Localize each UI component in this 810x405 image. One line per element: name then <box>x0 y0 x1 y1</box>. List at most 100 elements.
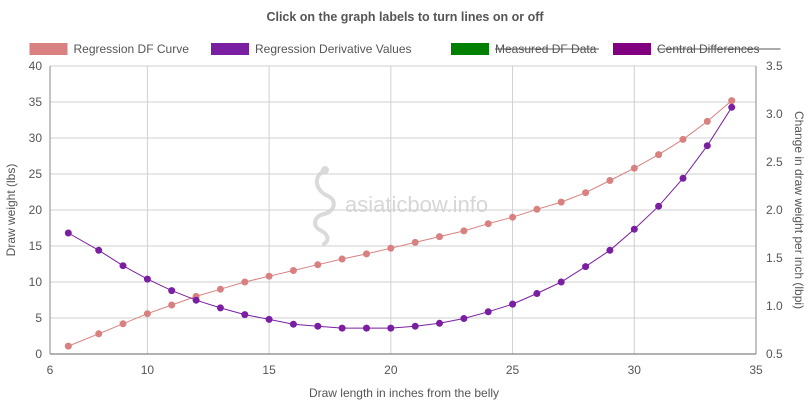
data-point <box>679 135 687 143</box>
data-point <box>655 202 663 210</box>
watermark-text: asiaticbow.info <box>345 192 488 217</box>
data-point <box>703 117 711 125</box>
data-point <box>119 262 127 270</box>
series-2 <box>64 103 736 332</box>
data-point <box>630 164 638 172</box>
data-point <box>143 275 151 283</box>
x-tick-label: 6 <box>47 363 54 377</box>
x-axis-label: Draw length in inches from the belly <box>309 386 499 400</box>
data-point <box>168 287 176 295</box>
watermark-logo-icon <box>313 170 336 246</box>
data-point <box>703 142 711 150</box>
y-tick-label: 30 <box>29 131 43 145</box>
data-point <box>460 315 468 322</box>
data-point <box>411 322 419 330</box>
legend-item-2[interactable]: Regression Derivative Values <box>211 42 412 56</box>
legend: Regression DF Curve Regression Derivative… <box>29 42 781 56</box>
x-tick-label: 30 <box>628 363 642 377</box>
data-point <box>64 229 72 237</box>
data-point <box>241 278 249 286</box>
data-point <box>363 250 370 258</box>
y-tick-label: 5 <box>35 311 42 325</box>
data-point <box>630 225 638 233</box>
legend-swatch <box>451 43 489 55</box>
data-point <box>314 261 322 269</box>
data-point <box>411 238 419 246</box>
data-point <box>289 267 297 274</box>
legend-label: Regression DF Curve <box>74 42 190 56</box>
data-point <box>216 304 224 312</box>
x-tick-label: 15 <box>262 363 276 377</box>
data-point <box>679 174 687 182</box>
data-point <box>509 213 517 221</box>
watermark: asiaticbow.info <box>313 166 488 246</box>
data-point <box>119 320 127 328</box>
legend-swatch <box>29 43 68 55</box>
series-line <box>68 100 733 347</box>
legend-label: Regression Derivative Values <box>255 42 412 56</box>
data-point <box>314 322 322 330</box>
data-point <box>289 320 297 328</box>
data-point <box>557 198 565 206</box>
data-point <box>95 330 103 338</box>
data-point <box>655 151 663 159</box>
data-point <box>143 310 151 318</box>
data-point <box>533 205 541 213</box>
data-point <box>436 233 443 241</box>
y2-tick-label: 1.5 <box>766 251 783 265</box>
data-point <box>363 324 370 332</box>
y-tick-label: 20 <box>29 203 43 217</box>
data-point <box>484 308 492 316</box>
data-point <box>582 189 590 197</box>
data-point <box>728 103 736 111</box>
data-point <box>533 290 541 297</box>
legend-swatch <box>211 43 249 55</box>
data-point <box>338 324 346 332</box>
legend-item-3[interactable]: Measured DF Data <box>451 42 599 56</box>
watermark-logo-dot <box>321 166 329 174</box>
y-tick-label: 0 <box>35 347 42 361</box>
y-tick-label: 25 <box>29 167 43 181</box>
legend-swatch <box>613 43 651 55</box>
y2-axis-label: Change in draw weight per inch (lbpi) <box>792 111 806 309</box>
y-tick-label: 35 <box>29 95 43 109</box>
y2-tick-label: 3.5 <box>766 59 783 73</box>
data-point <box>557 278 565 286</box>
data-point <box>241 311 249 319</box>
data-point <box>606 246 614 254</box>
series-line <box>68 107 733 329</box>
y2-tick-label: 0.5 <box>766 347 783 361</box>
y-axis-label: Draw weight (lbs) <box>4 164 18 257</box>
data-point <box>606 177 614 184</box>
x-tick-label: 35 <box>749 363 763 377</box>
series-layer <box>64 97 736 350</box>
chart-title: Click on the graph labels to turn lines … <box>266 10 544 24</box>
legend-item-4[interactable]: Central Differences <box>613 42 781 56</box>
data-point <box>509 300 517 308</box>
axes: 6 10 15 20 25 30 35 0 5 10 15 20 25 30 35 40 0.5 1.0 1.5 2.… <box>29 59 783 377</box>
data-point <box>95 246 103 254</box>
data-point <box>265 315 273 323</box>
data-point <box>460 227 468 235</box>
legend-item-1[interactable]: Regression DF Curve <box>29 42 190 56</box>
data-point <box>484 220 492 228</box>
data-point <box>436 319 443 327</box>
y2-tick-label: 1.0 <box>766 299 783 313</box>
y-tick-label: 10 <box>29 275 43 289</box>
series-1 <box>64 97 736 350</box>
y2-tick-label: 2.5 <box>766 155 783 169</box>
data-point <box>192 296 200 304</box>
y-tick-label: 15 <box>29 239 43 253</box>
data-point <box>728 97 736 105</box>
data-point <box>216 285 224 293</box>
y-tick-label: 40 <box>29 59 43 73</box>
data-point <box>64 342 72 350</box>
data-point <box>265 272 273 280</box>
data-point <box>168 301 176 309</box>
x-tick-label: 20 <box>384 363 398 377</box>
x-tick-label: 25 <box>506 363 520 377</box>
x-tick-label: 10 <box>141 363 155 377</box>
data-point <box>387 324 395 332</box>
data-point <box>582 263 590 271</box>
